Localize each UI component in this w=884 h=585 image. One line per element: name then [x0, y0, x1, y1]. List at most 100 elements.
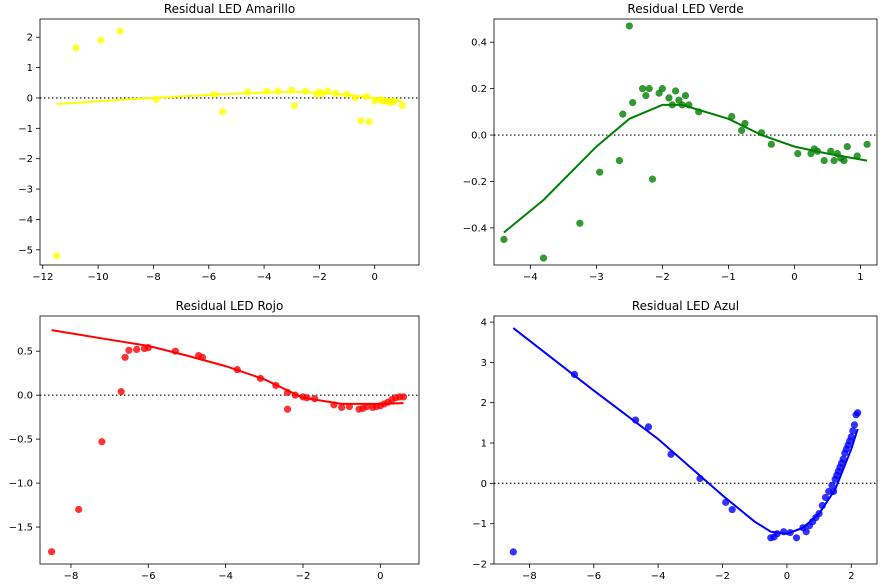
- data-point: [671, 87, 680, 95]
- y-tick-label: 1: [27, 63, 33, 74]
- data-point: [619, 110, 627, 118]
- data-point: [820, 156, 828, 165]
- data-point: [283, 405, 292, 413]
- data-point: [72, 44, 80, 52]
- lowess-fit-line: [503, 103, 868, 234]
- y-tick-label: 0.0: [471, 131, 487, 142]
- data-point: [625, 22, 633, 30]
- x-tick-label: −1: [721, 272, 736, 283]
- x-tick-label: −4: [523, 272, 538, 283]
- data-point: [121, 353, 129, 361]
- y-tick-label: 0.0: [17, 391, 33, 402]
- x-tick-label: 0: [377, 571, 383, 582]
- data-point: [644, 423, 653, 431]
- y-tick-label: −2: [472, 560, 487, 571]
- y-tick-label: 0.4: [471, 38, 487, 49]
- data-point: [728, 505, 736, 514]
- data-point: [539, 254, 548, 262]
- data-point: [398, 101, 407, 110]
- data-point: [802, 528, 810, 536]
- y-tick-label: 3: [481, 358, 487, 369]
- x-tick-label: −8: [522, 571, 537, 582]
- data-point: [665, 94, 673, 102]
- plot-frame: [493, 18, 878, 266]
- subplot-verde: Residual LED Verde −4 −3 −2 −1 0 1 0.4 0.2 0.0 −0…: [463, 2, 878, 283]
- y-tick-label: −2: [18, 154, 33, 165]
- x-tick-label: −4: [218, 571, 233, 582]
- plot-frame: [493, 315, 878, 565]
- x-tick-label: 0: [791, 272, 797, 283]
- data-point: [125, 346, 133, 354]
- data-point: [263, 87, 271, 95]
- data-point: [133, 345, 141, 354]
- y-tick-label: 2: [27, 33, 33, 44]
- plot-frame: [39, 315, 420, 565]
- data-point: [243, 88, 252, 96]
- data-point: [863, 140, 871, 148]
- data-point: [117, 388, 125, 396]
- subplot-azul: Residual LED Azul −8 −6 −4 −2 0 2 4 3 2 1 0 −1 −2: [472, 299, 878, 582]
- y-tick-label: 0: [481, 479, 487, 490]
- data-point: [500, 235, 508, 244]
- y-tick-label: −5: [18, 245, 33, 256]
- plot-frame: [39, 18, 420, 266]
- data-point: [830, 156, 838, 165]
- y-tick-label: −1.0: [9, 479, 33, 490]
- data-point: [728, 112, 736, 121]
- y-tick-label: 0.5: [17, 347, 33, 358]
- x-tick-label: −10: [88, 272, 109, 283]
- chart-title: Residual LED Amarillo: [164, 2, 295, 16]
- data-point: [290, 101, 299, 110]
- x-tick-label: −2: [655, 272, 670, 283]
- chart-title: Residual LED Verde: [627, 2, 743, 16]
- data-point: [645, 85, 653, 93]
- y-tick-label: −1: [472, 519, 487, 530]
- data-point: [847, 433, 855, 441]
- y-tick-label: −3: [18, 185, 33, 196]
- data-point: [843, 143, 851, 151]
- x-tick-label: −2: [715, 571, 730, 582]
- x-tick-label: −3: [589, 272, 604, 283]
- x-tick-label: 0: [372, 272, 378, 283]
- y-tick-label: 0: [27, 93, 33, 104]
- data-point: [116, 27, 124, 35]
- data-point: [658, 85, 666, 93]
- data-point: [681, 91, 690, 100]
- lowess-fit-line: [56, 90, 403, 105]
- data-point: [794, 150, 802, 158]
- x-tick-label: 1: [857, 272, 863, 283]
- data-point: [629, 98, 637, 107]
- data-point: [98, 438, 106, 446]
- subplot-amarillo: Residual LED Amarillo −12 −10 −8 −6 −4 −2 0 2 1 0…: [18, 2, 420, 283]
- data-point: [338, 403, 346, 412]
- x-tick-label: −12: [32, 272, 53, 283]
- x-tick-label: −2: [296, 571, 311, 582]
- data-point: [854, 409, 862, 417]
- x-tick-label: −4: [651, 571, 666, 582]
- y-tick-label: −0.2: [463, 177, 487, 188]
- data-point: [399, 393, 408, 401]
- data-point: [648, 175, 657, 183]
- data-point: [840, 156, 848, 165]
- data-point: [48, 548, 56, 556]
- data-point: [576, 219, 584, 227]
- x-tick-label: −4: [257, 272, 272, 283]
- chart-title: Residual LED Rojo: [176, 299, 284, 313]
- data-point: [839, 455, 847, 463]
- data-point: [52, 252, 61, 260]
- x-tick-label: −2: [312, 272, 327, 283]
- chart-title: Residual LED Azul: [632, 299, 739, 313]
- data-point: [615, 156, 624, 165]
- lowess-fit-line: [512, 327, 859, 535]
- data-point: [828, 481, 836, 489]
- data-point: [767, 140, 775, 148]
- data-point: [642, 91, 650, 100]
- data-point: [75, 505, 83, 514]
- x-tick-label: −6: [586, 571, 601, 582]
- y-tick-label: 1: [481, 439, 487, 450]
- data-point: [218, 108, 227, 116]
- data-point: [738, 126, 746, 134]
- data-point: [509, 548, 517, 556]
- data-point: [365, 118, 373, 126]
